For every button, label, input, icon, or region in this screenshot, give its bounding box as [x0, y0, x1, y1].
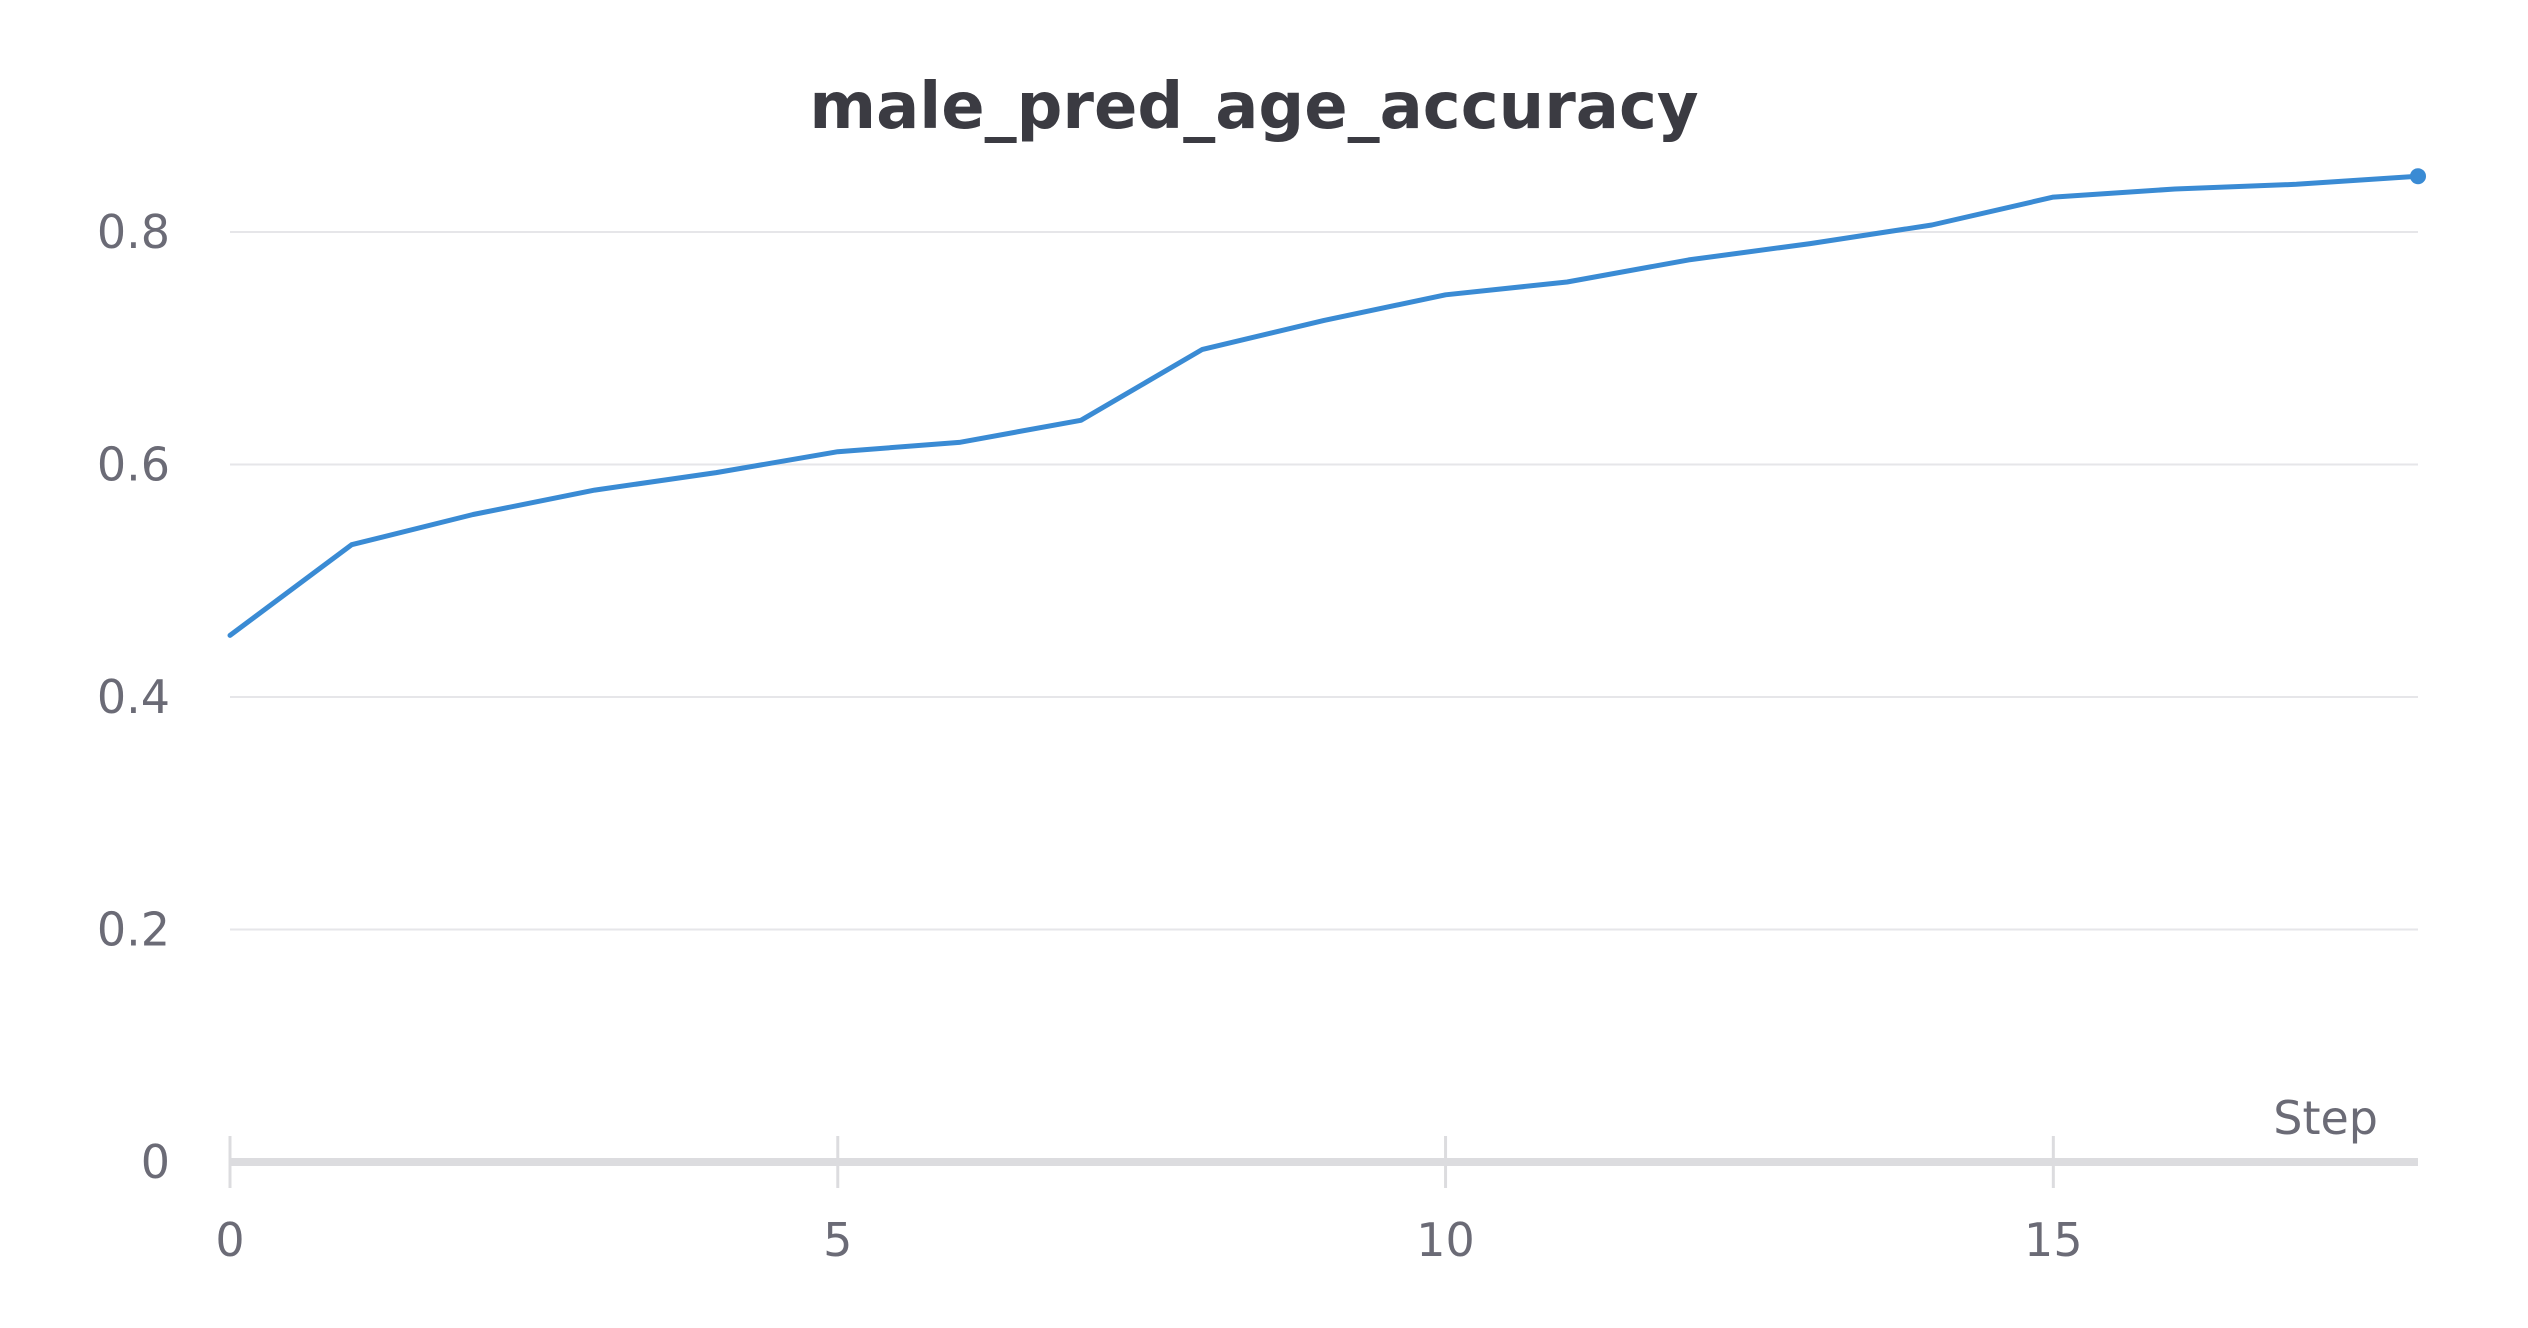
data-point — [2051, 195, 2056, 200]
data-point — [592, 488, 597, 493]
x-tick-label: 0 — [215, 1213, 244, 1267]
data-point — [2172, 186, 2177, 191]
series-endpoint-marker — [2410, 168, 2426, 185]
data-point — [1078, 418, 1083, 423]
data-point — [471, 512, 476, 517]
y-tick-label: 0.8 — [97, 205, 170, 259]
data-point — [1929, 223, 1934, 228]
x-tick-label: 15 — [2024, 1213, 2083, 1267]
data-point — [2294, 182, 2299, 187]
y-tick-label: 0.4 — [97, 670, 170, 724]
y-axis: 0 0.2 0.4 0.6 0.8 — [97, 205, 170, 1189]
y-tick-label: 0.2 — [97, 903, 170, 957]
series-layer — [227, 168, 2426, 638]
x-axis-title: Step — [2273, 1091, 2378, 1145]
grid — [230, 231, 2418, 931]
data-point — [1322, 318, 1327, 323]
data-point — [1565, 279, 1570, 284]
chart-title: male_pred_age_accuracy — [809, 70, 1698, 144]
data-point — [835, 449, 840, 454]
x-axis: 0 5 10 15 — [215, 1136, 2418, 1267]
x-tick-label: 10 — [1416, 1213, 1475, 1267]
data-point — [1808, 241, 1813, 246]
data-point — [1200, 347, 1205, 352]
data-point — [1443, 292, 1448, 297]
data-point — [957, 440, 962, 445]
data-point — [1686, 257, 1691, 262]
y-tick-label: 0 — [141, 1135, 170, 1189]
data-point — [714, 470, 719, 475]
data-point — [228, 633, 233, 638]
x-tick-label: 5 — [823, 1213, 852, 1267]
series-line — [227, 173, 2421, 638]
y-tick-label: 0.6 — [97, 438, 170, 492]
data-point — [349, 542, 354, 547]
